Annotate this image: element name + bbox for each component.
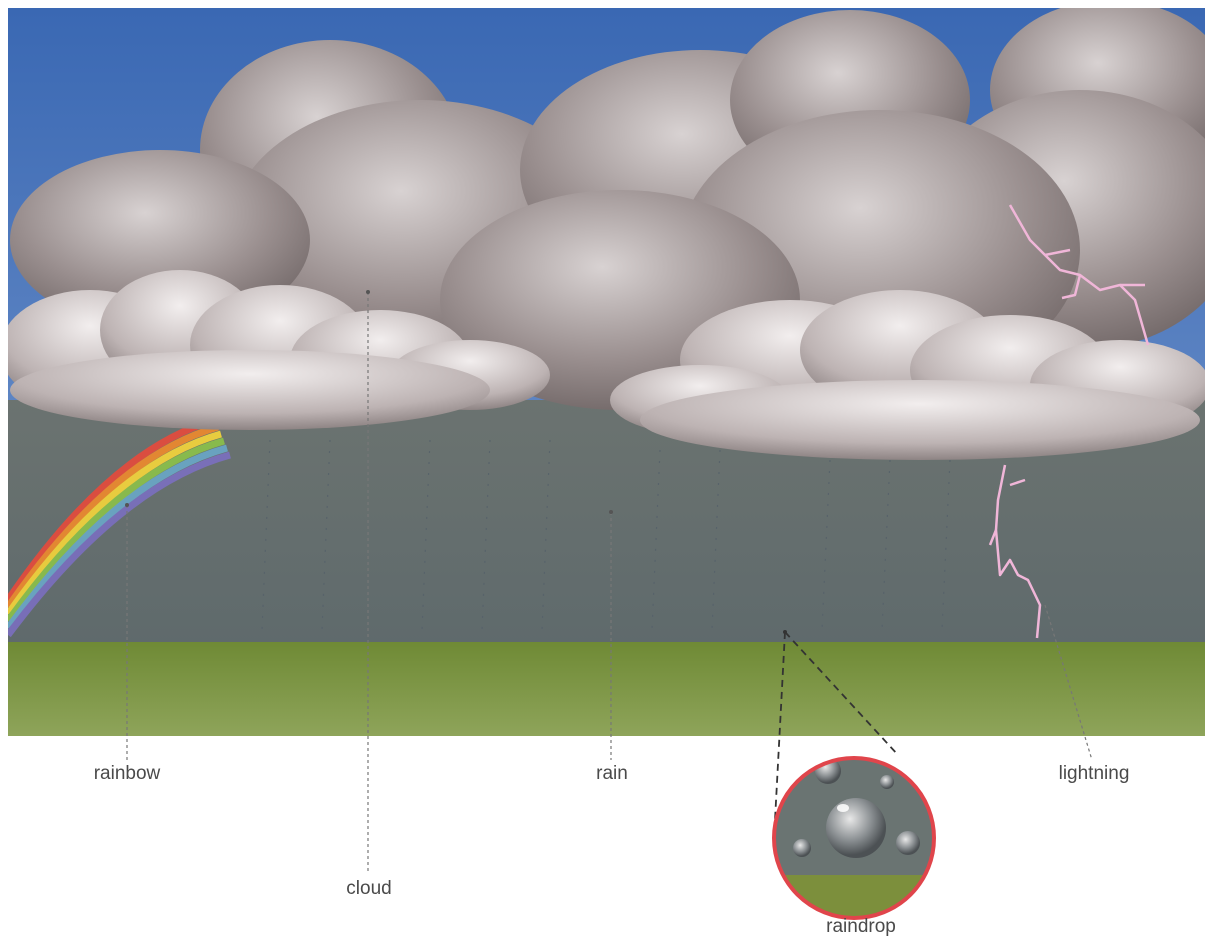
rain-label: rain (596, 763, 628, 784)
lightning-leader-line (1044, 604, 1093, 761)
raindrop-inset (772, 756, 936, 920)
raindrop-label: raindrop (826, 916, 896, 937)
storm-cloud-back (10, 8, 1205, 410)
cloud-label: cloud (346, 878, 392, 899)
raindrop-zoom-lines (774, 631, 899, 821)
grass-ground (8, 642, 1205, 736)
cloud-right-front (610, 290, 1205, 460)
lightning-bolt (988, 204, 1150, 639)
lightning-label: lightning (1058, 763, 1130, 784)
rainbow-arc (8, 416, 231, 638)
rainbow-label: rainbow (93, 763, 161, 784)
cloud-left-front (8, 270, 550, 430)
